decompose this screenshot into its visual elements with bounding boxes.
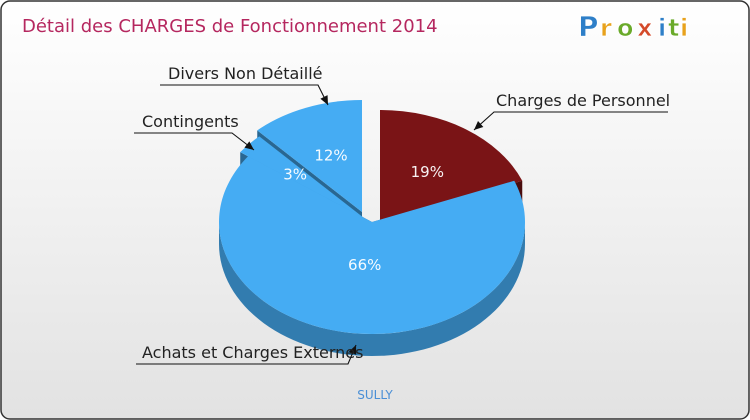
callout-contingents: Contingents xyxy=(134,112,255,151)
pie-slice-divers-non-detaille xyxy=(257,100,362,212)
pie-slice-contingents xyxy=(240,136,364,218)
callout-divers-non-detaille: Divers Non Détaillé xyxy=(160,64,329,106)
callout-arrowhead xyxy=(474,121,484,130)
pie-slice-charges-de-personnel xyxy=(380,110,523,222)
pie-slice-achats-et-charges-externes xyxy=(219,156,526,334)
chart-subtitle: SULLY xyxy=(357,388,393,402)
brand-letter: o xyxy=(617,14,634,42)
brand-letter: P xyxy=(578,10,599,43)
brand-letter: r xyxy=(600,14,612,42)
callout-achats-et-charges-externes: Achats et Charges Externes xyxy=(136,343,363,365)
brand-letter: t xyxy=(668,14,679,42)
pie-value-label: 19% xyxy=(411,163,444,181)
callout-label-charges-de-personnel: Charges de Personnel xyxy=(496,91,670,110)
callout-label-divers-non-detaille: Divers Non Détaillé xyxy=(168,64,322,83)
pie-value-label: 3% xyxy=(283,166,307,184)
pie-value-label: 12% xyxy=(314,147,347,165)
callout-label-achats-et-charges-externes: Achats et Charges Externes xyxy=(142,343,363,362)
pie-slice-side-achats-et-charges-externes xyxy=(219,222,525,356)
callout-arrowhead xyxy=(244,141,254,150)
callout-label-contingents: Contingents xyxy=(142,112,239,131)
pie-tops xyxy=(219,100,526,334)
pie-value-label: 66% xyxy=(348,256,381,274)
pie-callouts: Charges de Personnel Achats et Charges Ex… xyxy=(134,64,670,365)
brand-letter: i xyxy=(658,14,666,42)
callout-arrowhead xyxy=(348,345,357,355)
callout-arrowhead xyxy=(320,95,328,105)
brand-letter: x xyxy=(637,14,653,42)
callout-charges-de-personnel: Charges de Personnel xyxy=(473,91,670,131)
callout-leader-line xyxy=(134,132,255,151)
brand-letter: i xyxy=(680,14,688,42)
pie-value-labels: 19% 66% 3% 12% xyxy=(283,147,444,274)
chart-title: Détail des CHARGES de Fonctionnement 201… xyxy=(22,16,438,37)
